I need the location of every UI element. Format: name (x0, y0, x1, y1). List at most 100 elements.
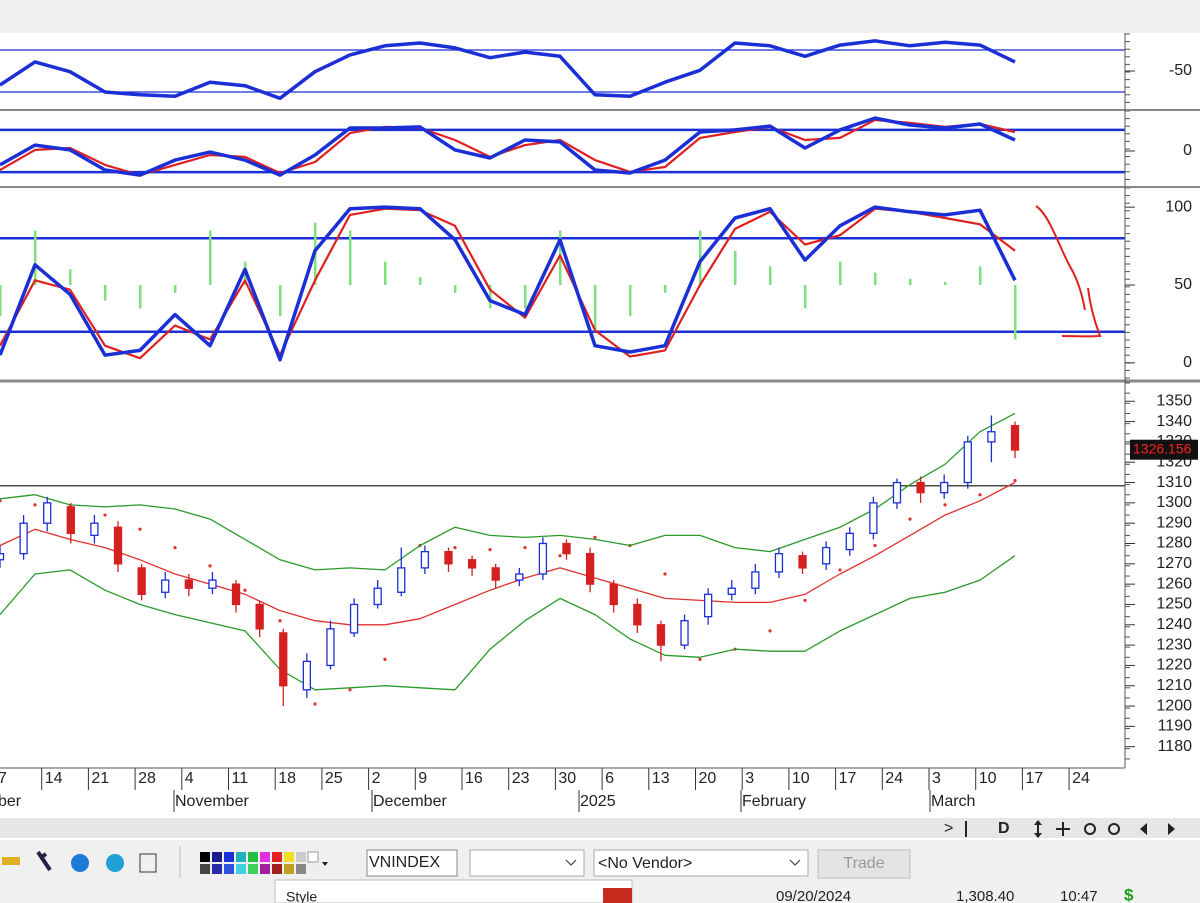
histogram-bar (944, 281, 947, 285)
sar-dot (978, 493, 982, 497)
symbol-box[interactable] (366, 849, 458, 877)
x-tick-label: 14 (45, 770, 63, 787)
icon[interactable] (1034, 820, 1042, 838)
histogram-bar (454, 285, 457, 293)
x-tick-label: 20 (699, 770, 717, 787)
scroll-button[interactable]: D (998, 820, 1010, 837)
y-tick-label: 1300 (1156, 494, 1192, 511)
candle-body (231, 583, 241, 606)
histogram-bar (174, 285, 177, 293)
icon[interactable] (106, 854, 124, 872)
dropdown[interactable] (469, 849, 585, 877)
trade-button[interactable] (817, 849, 911, 879)
candle-body (869, 502, 878, 534)
y-tick-label: 100 (1165, 198, 1192, 215)
histogram-bar (524, 285, 527, 309)
sar-dot (383, 657, 387, 661)
histogram-bar (629, 285, 632, 317)
color-palette[interactable] (200, 851, 328, 874)
x-tick-label: 10 (979, 770, 997, 787)
series-line (0, 205, 1017, 362)
divider (965, 821, 967, 837)
candle-body (1010, 424, 1020, 451)
sar-dot (558, 554, 562, 558)
candle-body (963, 441, 972, 484)
scroll-button[interactable]: > (944, 820, 953, 837)
month-label: February (742, 793, 806, 810)
x-tick-label: 24 (1072, 770, 1090, 787)
icon[interactable] (71, 854, 89, 872)
status-time: 10:47 (1060, 888, 1098, 903)
candle-body (609, 583, 618, 606)
close-button[interactable] (603, 888, 632, 903)
x-tick-label: 17 (839, 770, 857, 787)
series-line (0, 207, 1016, 360)
x-tick-label: 21 (91, 770, 109, 787)
month-label: November (175, 793, 249, 810)
candle-body (491, 567, 500, 581)
candle-body (19, 522, 28, 555)
candle-body (633, 603, 642, 626)
sar-dot (943, 503, 947, 507)
candle-body (279, 632, 288, 687)
x-tick-label: 3 (932, 770, 941, 787)
symbol[interactable]: VNINDEX (369, 854, 440, 871)
x-tick-label: 4 (185, 770, 194, 787)
status-price: 1,308.40 (956, 888, 1014, 903)
candle-body (0, 553, 5, 561)
candle-body (184, 579, 193, 589)
candle-body (822, 546, 831, 565)
histogram-bar (1014, 285, 1017, 340)
histogram-bar (874, 272, 877, 285)
icon[interactable] (139, 853, 157, 873)
sar-dot (208, 564, 212, 568)
sar-dot (698, 657, 702, 661)
y-tick-label: 50 (1174, 276, 1192, 293)
month-label: 2025 (580, 793, 616, 810)
series-line (0, 118, 1016, 177)
histogram-bar (139, 285, 142, 309)
x-tick-label: 10 (792, 770, 810, 787)
series-line (0, 481, 1016, 626)
histogram-bar (594, 285, 597, 332)
icon[interactable] (1084, 823, 1096, 835)
icon[interactable] (2, 857, 20, 865)
trade-label[interactable]: Trade (843, 855, 884, 872)
y-tick-label: 1220 (1156, 657, 1192, 674)
x-tick-label: 6 (605, 770, 614, 787)
candle-body (940, 481, 949, 494)
histogram-bar (209, 230, 212, 285)
y-tick-label: 1350 (1156, 392, 1192, 409)
scrollbar[interactable] (0, 818, 1200, 838)
histogram-bar (804, 285, 807, 309)
histogram-bar (909, 278, 912, 285)
month-label: ber (0, 793, 22, 810)
y-tick-label: 1250 (1156, 596, 1192, 613)
dialog (274, 879, 633, 903)
series-line (0, 555, 1016, 691)
series-line (0, 39, 1016, 101)
sar-dot (488, 547, 492, 552)
icon[interactable] (1140, 823, 1175, 835)
icon[interactable] (36, 850, 52, 872)
dialog-title: Style (286, 889, 317, 903)
histogram-bar (489, 285, 492, 309)
candle-body (161, 579, 170, 593)
candle-body (798, 555, 807, 569)
nav-icons (965, 820, 1175, 838)
histogram-bar (979, 266, 982, 285)
icon[interactable] (1056, 822, 1070, 836)
candle-body (420, 550, 430, 569)
icon[interactable] (1108, 823, 1120, 835)
candle-body (680, 620, 689, 646)
series-line (0, 116, 1016, 177)
histogram-bar (104, 285, 107, 301)
x-tick-label: 7 (0, 770, 7, 787)
vendor-dropdown[interactable] (593, 849, 809, 877)
sar-dot (0, 499, 2, 503)
sar-dot (278, 619, 282, 623)
y-tick-label: 1210 (1156, 677, 1192, 694)
vendor[interactable]: <No Vendor> (598, 855, 692, 872)
y-tick-label: 1190 (1158, 718, 1193, 735)
